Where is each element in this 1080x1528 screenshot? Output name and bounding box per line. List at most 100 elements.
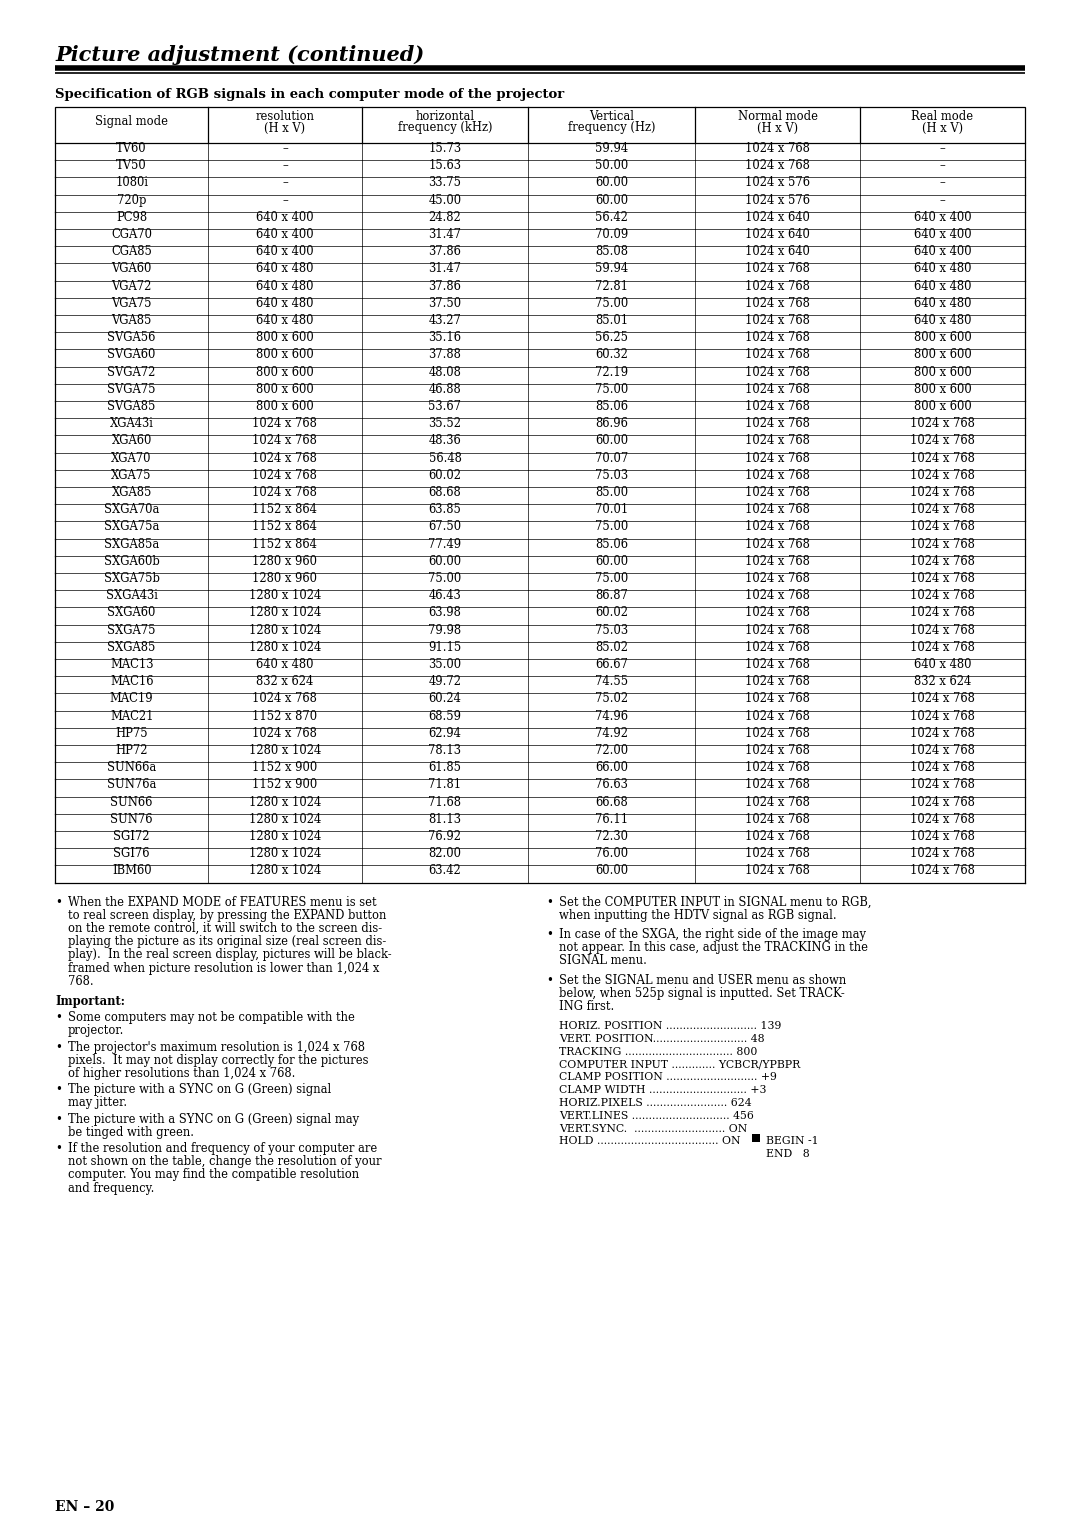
Text: 1152 x 900: 1152 x 900 <box>253 761 318 775</box>
Text: 60.02: 60.02 <box>595 607 629 619</box>
Text: •: • <box>55 1041 62 1054</box>
Text: 15.63: 15.63 <box>429 159 461 173</box>
Text: 1024 x 768: 1024 x 768 <box>745 761 810 775</box>
Text: 91.15: 91.15 <box>429 640 461 654</box>
Text: 1024 x 768: 1024 x 768 <box>745 640 810 654</box>
Text: CLAMP POSITION ........................... +9: CLAMP POSITION .........................… <box>559 1073 777 1082</box>
Text: 1024 x 768: 1024 x 768 <box>745 813 810 827</box>
Text: 1024 x 768: 1024 x 768 <box>745 590 810 602</box>
Text: 74.55: 74.55 <box>595 675 629 688</box>
Text: (H x V): (H x V) <box>922 122 963 134</box>
Text: HORIZ. POSITION ........................... 139: HORIZ. POSITION ........................… <box>559 1021 781 1031</box>
Text: 800 x 600: 800 x 600 <box>914 400 971 413</box>
Text: 67.50: 67.50 <box>429 521 461 533</box>
Text: 86.96: 86.96 <box>595 417 629 431</box>
Text: 59.94: 59.94 <box>595 263 629 275</box>
Text: XGA60: XGA60 <box>111 434 152 448</box>
Text: 35.00: 35.00 <box>429 659 461 671</box>
Text: 43.27: 43.27 <box>429 315 461 327</box>
Text: TRACKING ................................ 800: TRACKING ...............................… <box>559 1047 757 1057</box>
Text: 1280 x 1024: 1280 x 1024 <box>248 607 321 619</box>
Text: 53.67: 53.67 <box>429 400 461 413</box>
Text: 1280 x 1024: 1280 x 1024 <box>248 848 321 860</box>
Text: 1024 x 768: 1024 x 768 <box>910 692 975 706</box>
Text: 800 x 600: 800 x 600 <box>256 400 314 413</box>
Text: •: • <box>55 895 62 909</box>
Text: SUN76: SUN76 <box>110 813 153 827</box>
Text: 1024 x 768: 1024 x 768 <box>745 280 810 293</box>
Text: •: • <box>546 895 553 909</box>
Text: 75.03: 75.03 <box>595 623 629 637</box>
Text: The projector's maximum resolution is 1,024 x 768: The projector's maximum resolution is 1,… <box>68 1041 365 1054</box>
Text: 640 x 400: 640 x 400 <box>914 228 971 241</box>
Text: HP72: HP72 <box>116 744 148 756</box>
Text: 640 x 480: 640 x 480 <box>256 296 313 310</box>
Text: Specification of RGB signals in each computer mode of the projector: Specification of RGB signals in each com… <box>55 89 564 101</box>
Text: 33.75: 33.75 <box>429 177 461 189</box>
Text: 1024 x 768: 1024 x 768 <box>745 538 810 550</box>
Text: 86.87: 86.87 <box>595 590 629 602</box>
Text: 74.96: 74.96 <box>595 709 629 723</box>
Text: 1024 x 768: 1024 x 768 <box>745 848 810 860</box>
Text: 79.98: 79.98 <box>429 623 461 637</box>
Text: 1024 x 768: 1024 x 768 <box>745 727 810 740</box>
Text: SVGA75: SVGA75 <box>107 384 156 396</box>
Text: 82.00: 82.00 <box>429 848 461 860</box>
Text: VERT. POSITION............................ 48: VERT. POSITION..........................… <box>559 1034 765 1044</box>
Text: SXGA85: SXGA85 <box>107 640 156 654</box>
Text: END   8: END 8 <box>766 1149 810 1160</box>
Text: 1024 x 768: 1024 x 768 <box>910 486 975 500</box>
Text: 1024 x 768: 1024 x 768 <box>745 384 810 396</box>
Text: 63.98: 63.98 <box>429 607 461 619</box>
Text: 77.49: 77.49 <box>429 538 461 550</box>
Text: 1024 x 768: 1024 x 768 <box>745 692 810 706</box>
Text: CGA85: CGA85 <box>111 246 152 258</box>
Text: 56.25: 56.25 <box>595 332 629 344</box>
Text: SXGA75: SXGA75 <box>107 623 156 637</box>
Text: 71.68: 71.68 <box>429 796 461 808</box>
Text: 85.06: 85.06 <box>595 538 629 550</box>
Text: 1280 x 1024: 1280 x 1024 <box>248 640 321 654</box>
Text: SXGA43i: SXGA43i <box>106 590 158 602</box>
Text: 1024 x 768: 1024 x 768 <box>745 469 810 481</box>
Text: 1024 x 640: 1024 x 640 <box>745 228 810 241</box>
Text: 800 x 600: 800 x 600 <box>914 348 971 362</box>
Text: 68.68: 68.68 <box>429 486 461 500</box>
Text: computer. You may find the compatible resolution: computer. You may find the compatible re… <box>68 1169 360 1181</box>
Text: 1024 x 768: 1024 x 768 <box>910 469 975 481</box>
Text: may jitter.: may jitter. <box>68 1097 127 1109</box>
Text: 78.13: 78.13 <box>429 744 461 756</box>
Text: 1024 x 768: 1024 x 768 <box>910 521 975 533</box>
Text: 1024 x 768: 1024 x 768 <box>745 623 810 637</box>
Text: In case of the SXGA, the right side of the image may: In case of the SXGA, the right side of t… <box>559 927 866 941</box>
Text: 66.67: 66.67 <box>595 659 629 671</box>
Text: 1280 x 960: 1280 x 960 <box>253 571 318 585</box>
Text: 640 x 400: 640 x 400 <box>256 211 313 225</box>
Text: 1024 x 768: 1024 x 768 <box>745 296 810 310</box>
Text: 1024 x 768: 1024 x 768 <box>745 607 810 619</box>
Text: SGI72: SGI72 <box>113 830 150 843</box>
Text: 1280 x 1024: 1280 x 1024 <box>248 830 321 843</box>
Text: 1024 x 768: 1024 x 768 <box>253 452 318 465</box>
Text: Real mode: Real mode <box>912 110 973 122</box>
Text: 1152 x 900: 1152 x 900 <box>253 778 318 792</box>
Text: IBM60: IBM60 <box>112 865 151 877</box>
Text: 85.01: 85.01 <box>595 315 629 327</box>
Text: 70.07: 70.07 <box>595 452 629 465</box>
Text: 800 x 600: 800 x 600 <box>914 365 971 379</box>
Text: 1024 x 768: 1024 x 768 <box>910 796 975 808</box>
Text: 66.00: 66.00 <box>595 761 629 775</box>
Text: 1024 x 768: 1024 x 768 <box>253 417 318 431</box>
Text: 1024 x 768: 1024 x 768 <box>910 590 975 602</box>
Text: below, when 525p signal is inputted. Set TRACK-: below, when 525p signal is inputted. Set… <box>559 987 845 999</box>
Text: 75.00: 75.00 <box>595 521 629 533</box>
Text: •: • <box>546 927 553 941</box>
Text: 640 x 400: 640 x 400 <box>914 211 971 225</box>
Text: 48.08: 48.08 <box>429 365 461 379</box>
Text: SVGA85: SVGA85 <box>107 400 156 413</box>
Text: 832 x 624: 832 x 624 <box>256 675 313 688</box>
Text: 1024 x 640: 1024 x 640 <box>745 211 810 225</box>
Text: •: • <box>55 1083 62 1096</box>
Text: pixels.  It may not display correctly for the pictures: pixels. It may not display correctly for… <box>68 1054 368 1067</box>
Text: 71.81: 71.81 <box>429 778 461 792</box>
